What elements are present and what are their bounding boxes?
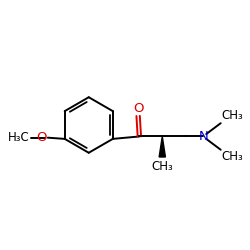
Text: CH₃: CH₃ [222,150,243,164]
Text: CH₃: CH₃ [222,110,243,122]
Text: O: O [133,102,143,115]
Text: O: O [36,131,47,144]
Text: CH₃: CH₃ [152,160,173,173]
Text: H₃C: H₃C [8,131,29,144]
Polygon shape [159,136,166,157]
Text: N: N [198,130,208,143]
